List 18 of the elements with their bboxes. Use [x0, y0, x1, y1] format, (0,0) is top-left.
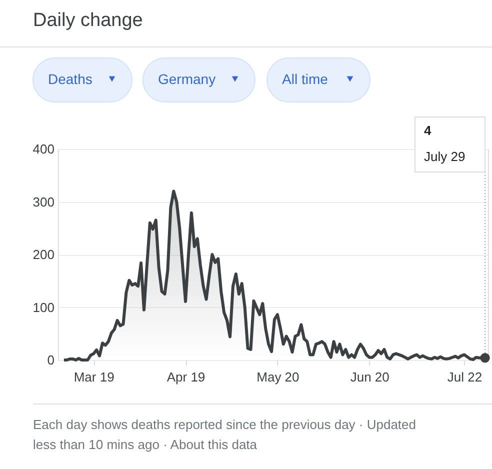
- text: All time: [282, 71, 328, 87]
- x-tick-label: May 20: [256, 370, 300, 384]
- y-tick-label: 0: [47, 352, 54, 368]
- text: Each day shows deaths reported since the previous day · Updated: [33, 417, 416, 432]
- y-tick-label: 300: [32, 194, 54, 210]
- x-tick-label: Jun 20: [350, 370, 390, 384]
- text: 4: [424, 123, 432, 138]
- y-tick-label: 100: [32, 300, 54, 315]
- text: Germany: [158, 71, 216, 87]
- chart-title: Daily change: [33, 10, 143, 31]
- x-tick-label: Apr 19: [166, 370, 206, 384]
- annotation: July 29: [424, 149, 466, 164]
- y-tick-label: 200: [32, 247, 54, 262]
- y-tick-label: 400: [32, 142, 54, 156]
- text: less than 10 mins ago · About this data: [33, 437, 258, 452]
- x-tick-label: Jul 22: [447, 370, 482, 384]
- x-tick-label: Mar 19: [74, 370, 114, 384]
- text: Deaths: [48, 71, 92, 87]
